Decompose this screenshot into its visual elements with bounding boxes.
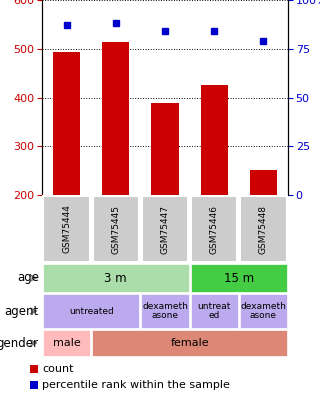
- Bar: [250, 170, 277, 195]
- Bar: [191, 264, 287, 292]
- Bar: [141, 294, 188, 328]
- Bar: [43, 294, 140, 328]
- Bar: [92, 330, 287, 356]
- Bar: [240, 294, 287, 328]
- Text: dexameth
asone: dexameth asone: [240, 302, 286, 320]
- Bar: [142, 196, 188, 262]
- Bar: [191, 196, 237, 262]
- Bar: [30, 365, 38, 373]
- Text: agent: agent: [4, 305, 39, 318]
- Text: age: age: [17, 271, 39, 284]
- Text: count: count: [42, 364, 74, 374]
- Text: dexameth
asone: dexameth asone: [142, 302, 188, 320]
- Bar: [102, 43, 129, 195]
- Bar: [151, 103, 179, 195]
- Bar: [191, 294, 238, 328]
- Text: GSM75447: GSM75447: [161, 205, 170, 254]
- Bar: [201, 85, 228, 195]
- Text: percentile rank within the sample: percentile rank within the sample: [42, 380, 230, 390]
- Text: GSM75445: GSM75445: [111, 205, 120, 254]
- Text: untreat
ed: untreat ed: [197, 302, 231, 320]
- Bar: [240, 196, 286, 262]
- Bar: [93, 196, 139, 262]
- Text: GSM75448: GSM75448: [259, 205, 268, 254]
- Bar: [43, 330, 90, 356]
- Bar: [53, 52, 80, 195]
- Bar: [43, 264, 188, 292]
- Text: gender: gender: [0, 337, 39, 350]
- Bar: [30, 381, 38, 389]
- Text: GSM75444: GSM75444: [62, 205, 71, 254]
- Text: male: male: [53, 338, 80, 348]
- Text: untreated: untreated: [69, 307, 114, 315]
- Text: 15 m: 15 m: [224, 271, 254, 284]
- Text: female: female: [170, 338, 209, 348]
- Bar: [44, 196, 90, 262]
- Text: GSM75446: GSM75446: [210, 205, 219, 254]
- Text: 3 m: 3 m: [105, 271, 127, 284]
